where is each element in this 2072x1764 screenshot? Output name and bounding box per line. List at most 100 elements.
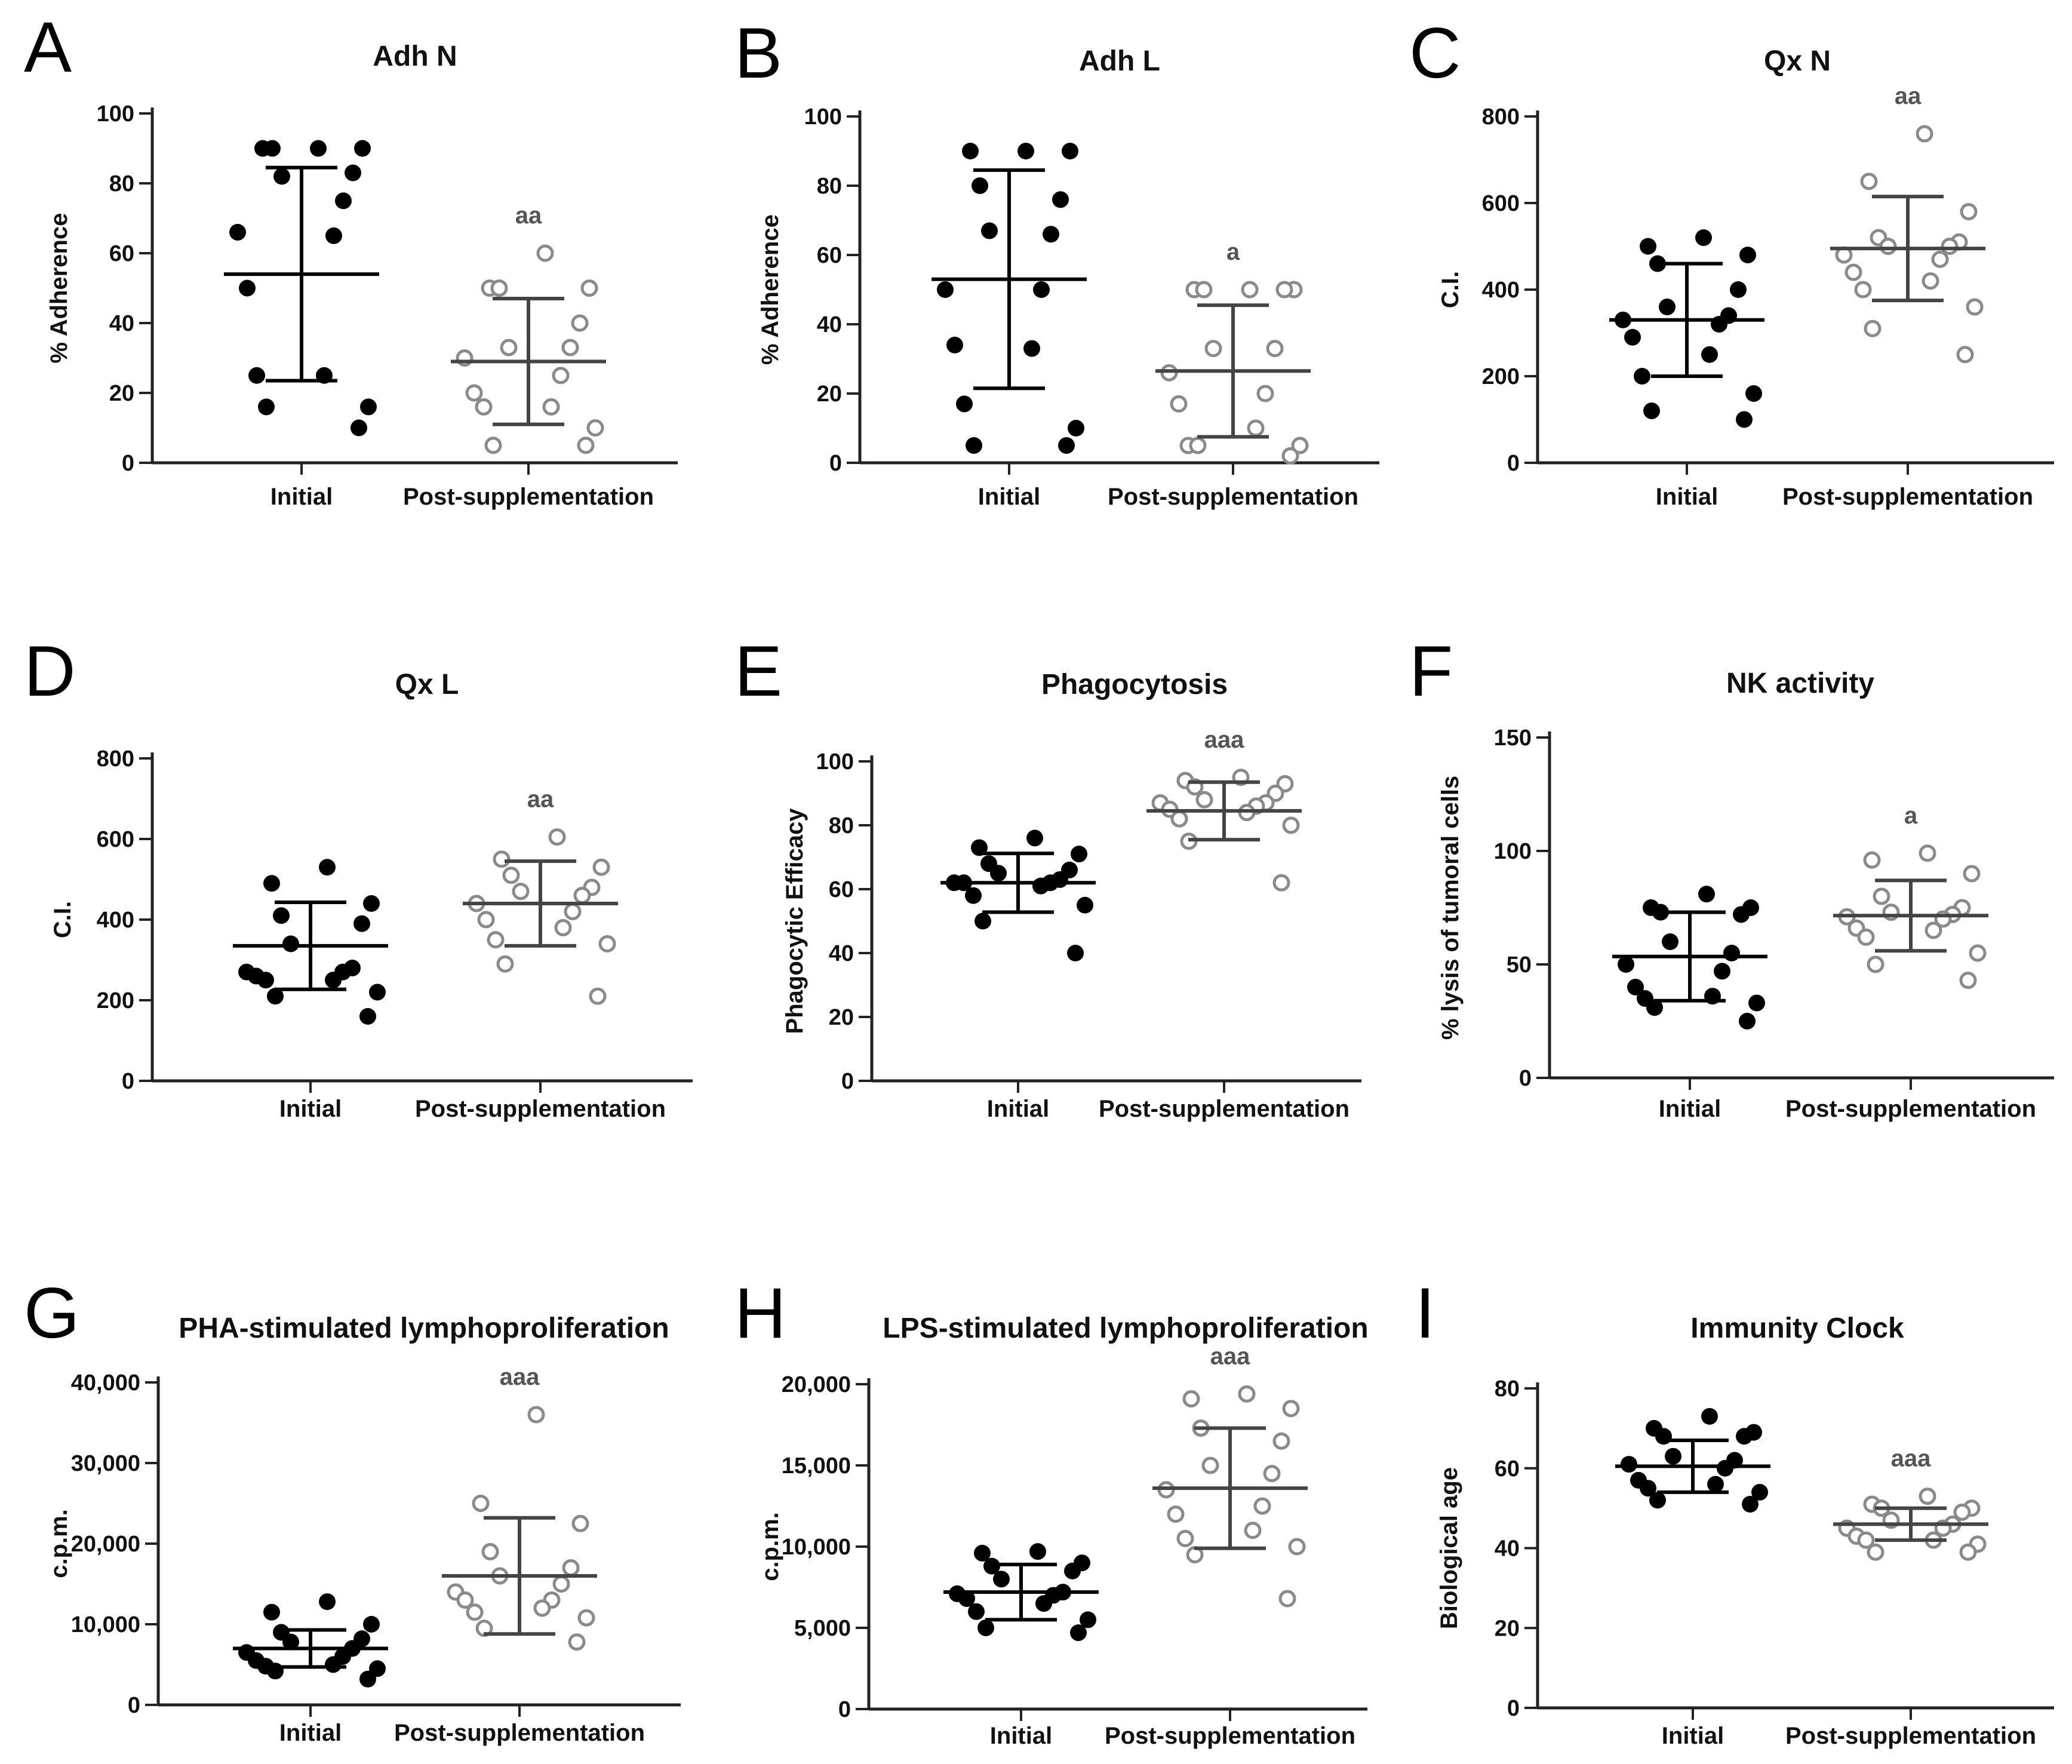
data-point-initial bbox=[1723, 945, 1740, 961]
chart-title: Qx N bbox=[1764, 45, 1831, 77]
y-tick-label: 0 bbox=[122, 451, 134, 476]
y-tick-label: 30,000 bbox=[71, 1451, 140, 1476]
data-point-post bbox=[1916, 125, 1933, 143]
data-point-post bbox=[1176, 1529, 1194, 1547]
data-point-initial bbox=[258, 398, 275, 416]
data-point-post bbox=[1960, 203, 1978, 220]
significance-label: a bbox=[1904, 803, 1918, 829]
x-category-label: Post-supplementation bbox=[1785, 1096, 2036, 1122]
data-point-post bbox=[562, 1559, 580, 1576]
data-point-post bbox=[568, 1633, 586, 1651]
data-point-initial bbox=[937, 281, 954, 298]
data-point-post bbox=[1844, 263, 1862, 281]
data-point-initial bbox=[1077, 896, 1093, 914]
data-point-post bbox=[1956, 346, 1974, 364]
y-axis-title: c.p.m. bbox=[46, 1509, 72, 1578]
data-point-post bbox=[1857, 1531, 1875, 1549]
data-point-initial bbox=[1058, 437, 1075, 454]
data-point-initial bbox=[1742, 1495, 1759, 1513]
data-point-post bbox=[1919, 1488, 1936, 1505]
y-tick-label: 40 bbox=[817, 312, 842, 337]
y-tick-label: 0 bbox=[122, 1069, 134, 1094]
data-point-post bbox=[598, 935, 616, 952]
data-point-post bbox=[1247, 419, 1265, 437]
data-point-post bbox=[472, 1495, 490, 1512]
data-point-initial bbox=[1730, 281, 1747, 298]
data-point-initial bbox=[1739, 247, 1756, 263]
panel-g: G PHA-stimulated lymphoproliferation 0 10,0… bbox=[24, 1273, 681, 1746]
data-point-initial bbox=[257, 972, 274, 989]
significance-label: aaa bbox=[1891, 1446, 1931, 1472]
panel-letter: B bbox=[734, 13, 782, 93]
data-point-initial bbox=[1736, 411, 1753, 428]
data-point-initial bbox=[1064, 1562, 1081, 1579]
data-point-post bbox=[1966, 298, 1984, 316]
data-point-post bbox=[1864, 319, 1882, 337]
y-tick-label: 60 bbox=[829, 877, 854, 902]
x-category-label: Initial bbox=[978, 484, 1040, 510]
data-point-initial bbox=[353, 915, 370, 932]
data-point-post bbox=[554, 919, 572, 936]
data-point-initial bbox=[267, 1662, 284, 1680]
data-point-initial bbox=[248, 367, 265, 384]
data-point-post bbox=[1263, 1465, 1281, 1483]
data-point-initial bbox=[319, 859, 336, 876]
data-point-post bbox=[465, 384, 483, 402]
data-point-post bbox=[571, 314, 589, 332]
data-point-initial bbox=[1032, 877, 1049, 895]
significance-label: aa bbox=[515, 202, 542, 229]
x-category-label: Post-supplementation bbox=[1785, 1723, 2036, 1749]
y-axis-title: % Adherence bbox=[757, 214, 783, 365]
data-point-initial bbox=[1627, 979, 1644, 995]
panel-letter: D bbox=[24, 631, 76, 711]
data-point-post bbox=[552, 367, 570, 385]
data-point-post bbox=[456, 1591, 474, 1609]
chart-title: Qx L bbox=[395, 669, 459, 700]
y-tick-label: 0 bbox=[1507, 1696, 1520, 1721]
y-tick-label: 20,000 bbox=[71, 1532, 140, 1557]
x-category-label: Initial bbox=[279, 1096, 342, 1122]
data-point-post bbox=[512, 883, 530, 901]
data-point-initial bbox=[958, 1590, 975, 1608]
data-point-initial bbox=[993, 1571, 1010, 1588]
data-point-initial bbox=[956, 395, 973, 413]
y-axis-title: % Adherence bbox=[46, 213, 72, 364]
panel-a: A Adh N 0 20 40 60 80 100 Initial Post-supplement… bbox=[24, 7, 678, 510]
y-tick-label: 60 bbox=[1495, 1456, 1520, 1482]
data-point-post bbox=[1969, 944, 1987, 962]
data-point-initial bbox=[1621, 1456, 1637, 1473]
y-tick-label: 20 bbox=[829, 1005, 854, 1030]
data-point-post bbox=[1201, 1456, 1219, 1474]
data-point-initial bbox=[1035, 1595, 1052, 1612]
data-point-post bbox=[542, 398, 560, 416]
data-point-post bbox=[481, 1543, 499, 1560]
y-tick-label: 20 bbox=[1495, 1616, 1520, 1641]
data-point-post bbox=[1291, 437, 1309, 454]
x-category-label: Initial bbox=[990, 1723, 1052, 1749]
data-point-post bbox=[1204, 340, 1222, 358]
significance-label: aaa bbox=[1210, 1343, 1250, 1369]
data-point-initial bbox=[990, 865, 1007, 882]
y-tick-label: 0 bbox=[1519, 1066, 1532, 1091]
data-point-post bbox=[577, 437, 595, 454]
data-point-initial bbox=[1733, 906, 1750, 923]
data-point-initial bbox=[363, 1616, 380, 1633]
data-point-initial bbox=[264, 140, 281, 157]
data-point-initial bbox=[1649, 1492, 1666, 1509]
data-point-post bbox=[1919, 844, 1936, 862]
panel-h: H LPS-stimulated lymphoproliferation 0 5,00… bbox=[734, 1273, 1369, 1749]
data-point-post bbox=[1854, 281, 1872, 299]
data-point-initial bbox=[1739, 1013, 1756, 1029]
data-point-initial bbox=[360, 398, 377, 416]
data-point-initial bbox=[1062, 143, 1078, 159]
x-category-label: Post-supplementation bbox=[1099, 1096, 1349, 1122]
y-tick-label: 100 bbox=[804, 105, 842, 130]
significance-label: aaa bbox=[500, 1364, 540, 1390]
data-point-initial bbox=[351, 419, 367, 437]
y-tick-label: 600 bbox=[1482, 191, 1520, 216]
data-point-post bbox=[580, 279, 598, 297]
data-point-initial bbox=[966, 437, 982, 454]
data-point-initial bbox=[1717, 1459, 1733, 1477]
data-point-initial bbox=[263, 875, 280, 892]
y-axis-title: C.I. bbox=[1437, 271, 1464, 308]
